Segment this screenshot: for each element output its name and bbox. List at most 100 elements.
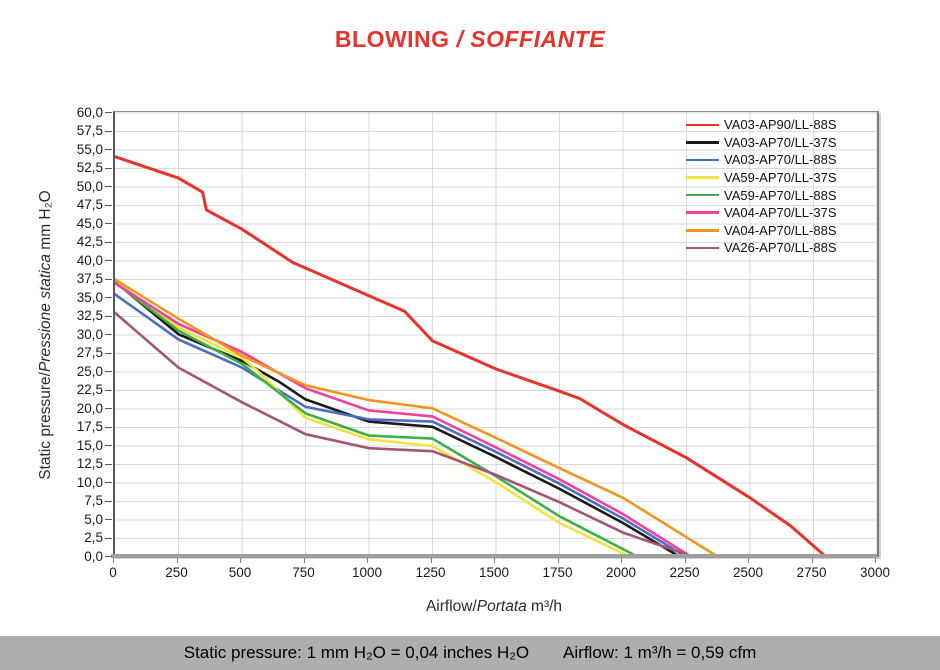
x-tick-mark	[557, 558, 559, 563]
chart-title-separator: /	[449, 26, 471, 52]
y-tick-mark	[105, 463, 112, 465]
legend-line-swatch	[686, 123, 719, 127]
y-tick-mark	[105, 112, 112, 113]
x-tick-label: 2250	[669, 565, 700, 580]
y-tick-label: 7,5	[84, 493, 103, 508]
legend-label: VA03-AP90/LL-88S	[724, 117, 837, 133]
x-tick-label: 0	[109, 565, 117, 580]
y-tick-label: 30,0	[76, 326, 103, 342]
x-tick-mark	[367, 558, 368, 563]
curve-va59-ap70-ll-37s	[115, 279, 632, 557]
y-tick-label: 2,5	[84, 530, 103, 545]
curve-va03-ap90-ll-88s	[115, 155, 828, 557]
legend-label: VA04-AP70/LL-88S	[724, 222, 837, 238]
x-axis-title-en: Airflow/	[425, 598, 477, 615]
plot-area	[113, 111, 879, 557]
legend-line-swatch	[686, 193, 719, 197]
legend-line-swatch	[686, 229, 719, 232]
legend-line-swatch	[686, 141, 719, 144]
legend: VA03-AP90/LL-88S VA03-AP70/LL-37S VA03-AP7…	[686, 116, 837, 257]
legend-label: VA59-AP70/LL-37S	[724, 170, 837, 186]
y-tick-mark	[105, 241, 112, 243]
y-tick-label: 35,0	[76, 289, 103, 305]
y-tick-label: 45,0	[76, 215, 103, 231]
curve-va04-ap70-ll-88s	[115, 278, 720, 557]
y-tick-mark	[105, 204, 112, 206]
y-axis-title-unit: mm H₂O	[37, 190, 54, 254]
y-tick-label: 10,0	[76, 474, 103, 490]
y-tick-mark	[105, 130, 112, 132]
curve-va59-ap70-ll-88s	[115, 281, 640, 557]
x-tick-mark	[621, 558, 622, 563]
x-tick-label: 2750	[796, 565, 827, 580]
y-tick-label: 60,0	[76, 104, 103, 120]
legend-label: VA59-AP70/LL-88S	[724, 187, 837, 203]
x-tick-mark	[684, 558, 686, 563]
y-tick-label: 40,0	[76, 252, 103, 268]
y-tick-label: 25,0	[76, 363, 103, 379]
footer-airflow-conversion: Airflow: 1 m³/h = 0,59 cfm	[563, 643, 757, 662]
y-tick-label: 5,0	[84, 511, 103, 527]
curves-canvas	[115, 112, 877, 557]
y-tick-mark	[105, 186, 112, 187]
y-tick-label: 57,5	[76, 123, 103, 138]
legend-item: VA03-AP70/LL-88S	[686, 151, 837, 169]
x-tick-mark	[430, 558, 432, 563]
y-tick-label: 22,5	[76, 382, 103, 397]
y-tick-label: 0,0	[84, 548, 103, 564]
y-tick-label: 55,0	[76, 141, 103, 157]
y-tick-label: 27,5	[76, 345, 103, 360]
x-tick-label: 2000	[605, 565, 637, 580]
x-axis-title: Airflow/Portata m³/h	[113, 598, 875, 616]
x-tick-label: 1000	[351, 565, 383, 580]
x-tick-mark	[748, 558, 749, 563]
y-tick-label: 50,0	[76, 178, 103, 194]
curve-va26-ap70-ll-88s	[115, 311, 696, 557]
x-tick-mark	[303, 558, 305, 563]
legend-item: VA59-AP70/LL-88S	[686, 186, 837, 204]
y-tick-mark	[105, 223, 112, 224]
y-tick-label: 47,5	[76, 197, 103, 212]
y-tick-mark	[105, 149, 112, 150]
x-axis-line	[111, 554, 877, 558]
legend-item: VA26-AP70/LL-88S	[686, 239, 837, 257]
legend-item: VA03-AP90/LL-88S	[686, 116, 837, 134]
legend-label: VA03-AP70/LL-88S	[724, 152, 837, 168]
footer-bar: Static pressure: 1 mm H₂O = 0,04 inches …	[0, 636, 940, 670]
x-tick-mark	[113, 558, 114, 563]
y-tick-mark	[105, 167, 112, 169]
legend-item: VA04-AP70/LL-88S	[686, 222, 837, 240]
y-axis-title-it: Pressione statica	[37, 254, 54, 373]
y-tick-mark	[105, 426, 112, 428]
y-tick-mark	[105, 556, 112, 557]
x-tick-label: 3000	[859, 565, 891, 580]
x-tick-label: 750	[292, 565, 315, 580]
legend-line-swatch	[686, 246, 719, 250]
legend-line-swatch	[686, 211, 719, 215]
x-tick-label: 1250	[415, 565, 446, 580]
legend-label: VA03-AP70/LL-37S	[724, 134, 837, 150]
x-tick-label: 500	[228, 565, 252, 580]
y-tick-label: 15,0	[76, 437, 103, 453]
x-tick-label: 250	[165, 565, 188, 580]
x-tick-mark	[811, 558, 813, 563]
y-tick-mark	[105, 408, 112, 409]
y-tick-label: 20,0	[76, 400, 103, 416]
y-tick-mark	[105, 334, 112, 335]
x-tick-mark	[176, 558, 178, 563]
y-tick-mark	[105, 445, 112, 446]
legend-label: VA26-AP70/LL-88S	[724, 240, 837, 256]
y-tick-mark	[105, 519, 112, 520]
y-tick-mark	[105, 297, 112, 298]
x-axis-title-unit: m³/h	[526, 598, 563, 615]
chart-title-it: SOFFIANTE	[470, 26, 606, 52]
x-tick-label: 2500	[732, 565, 764, 580]
legend-label: VA04-AP70/LL-37S	[724, 205, 837, 221]
y-tick-mark	[105, 500, 112, 502]
y-tick-label: 12,5	[76, 456, 103, 471]
legend-item: VA59-AP70/LL-37S	[686, 169, 837, 187]
y-tick-mark	[105, 315, 112, 317]
x-tick-label: 1750	[542, 565, 573, 580]
chart-title: BLOWING / SOFFIANTE	[0, 26, 940, 53]
curve-va03-ap70-ll-88s	[115, 293, 688, 557]
